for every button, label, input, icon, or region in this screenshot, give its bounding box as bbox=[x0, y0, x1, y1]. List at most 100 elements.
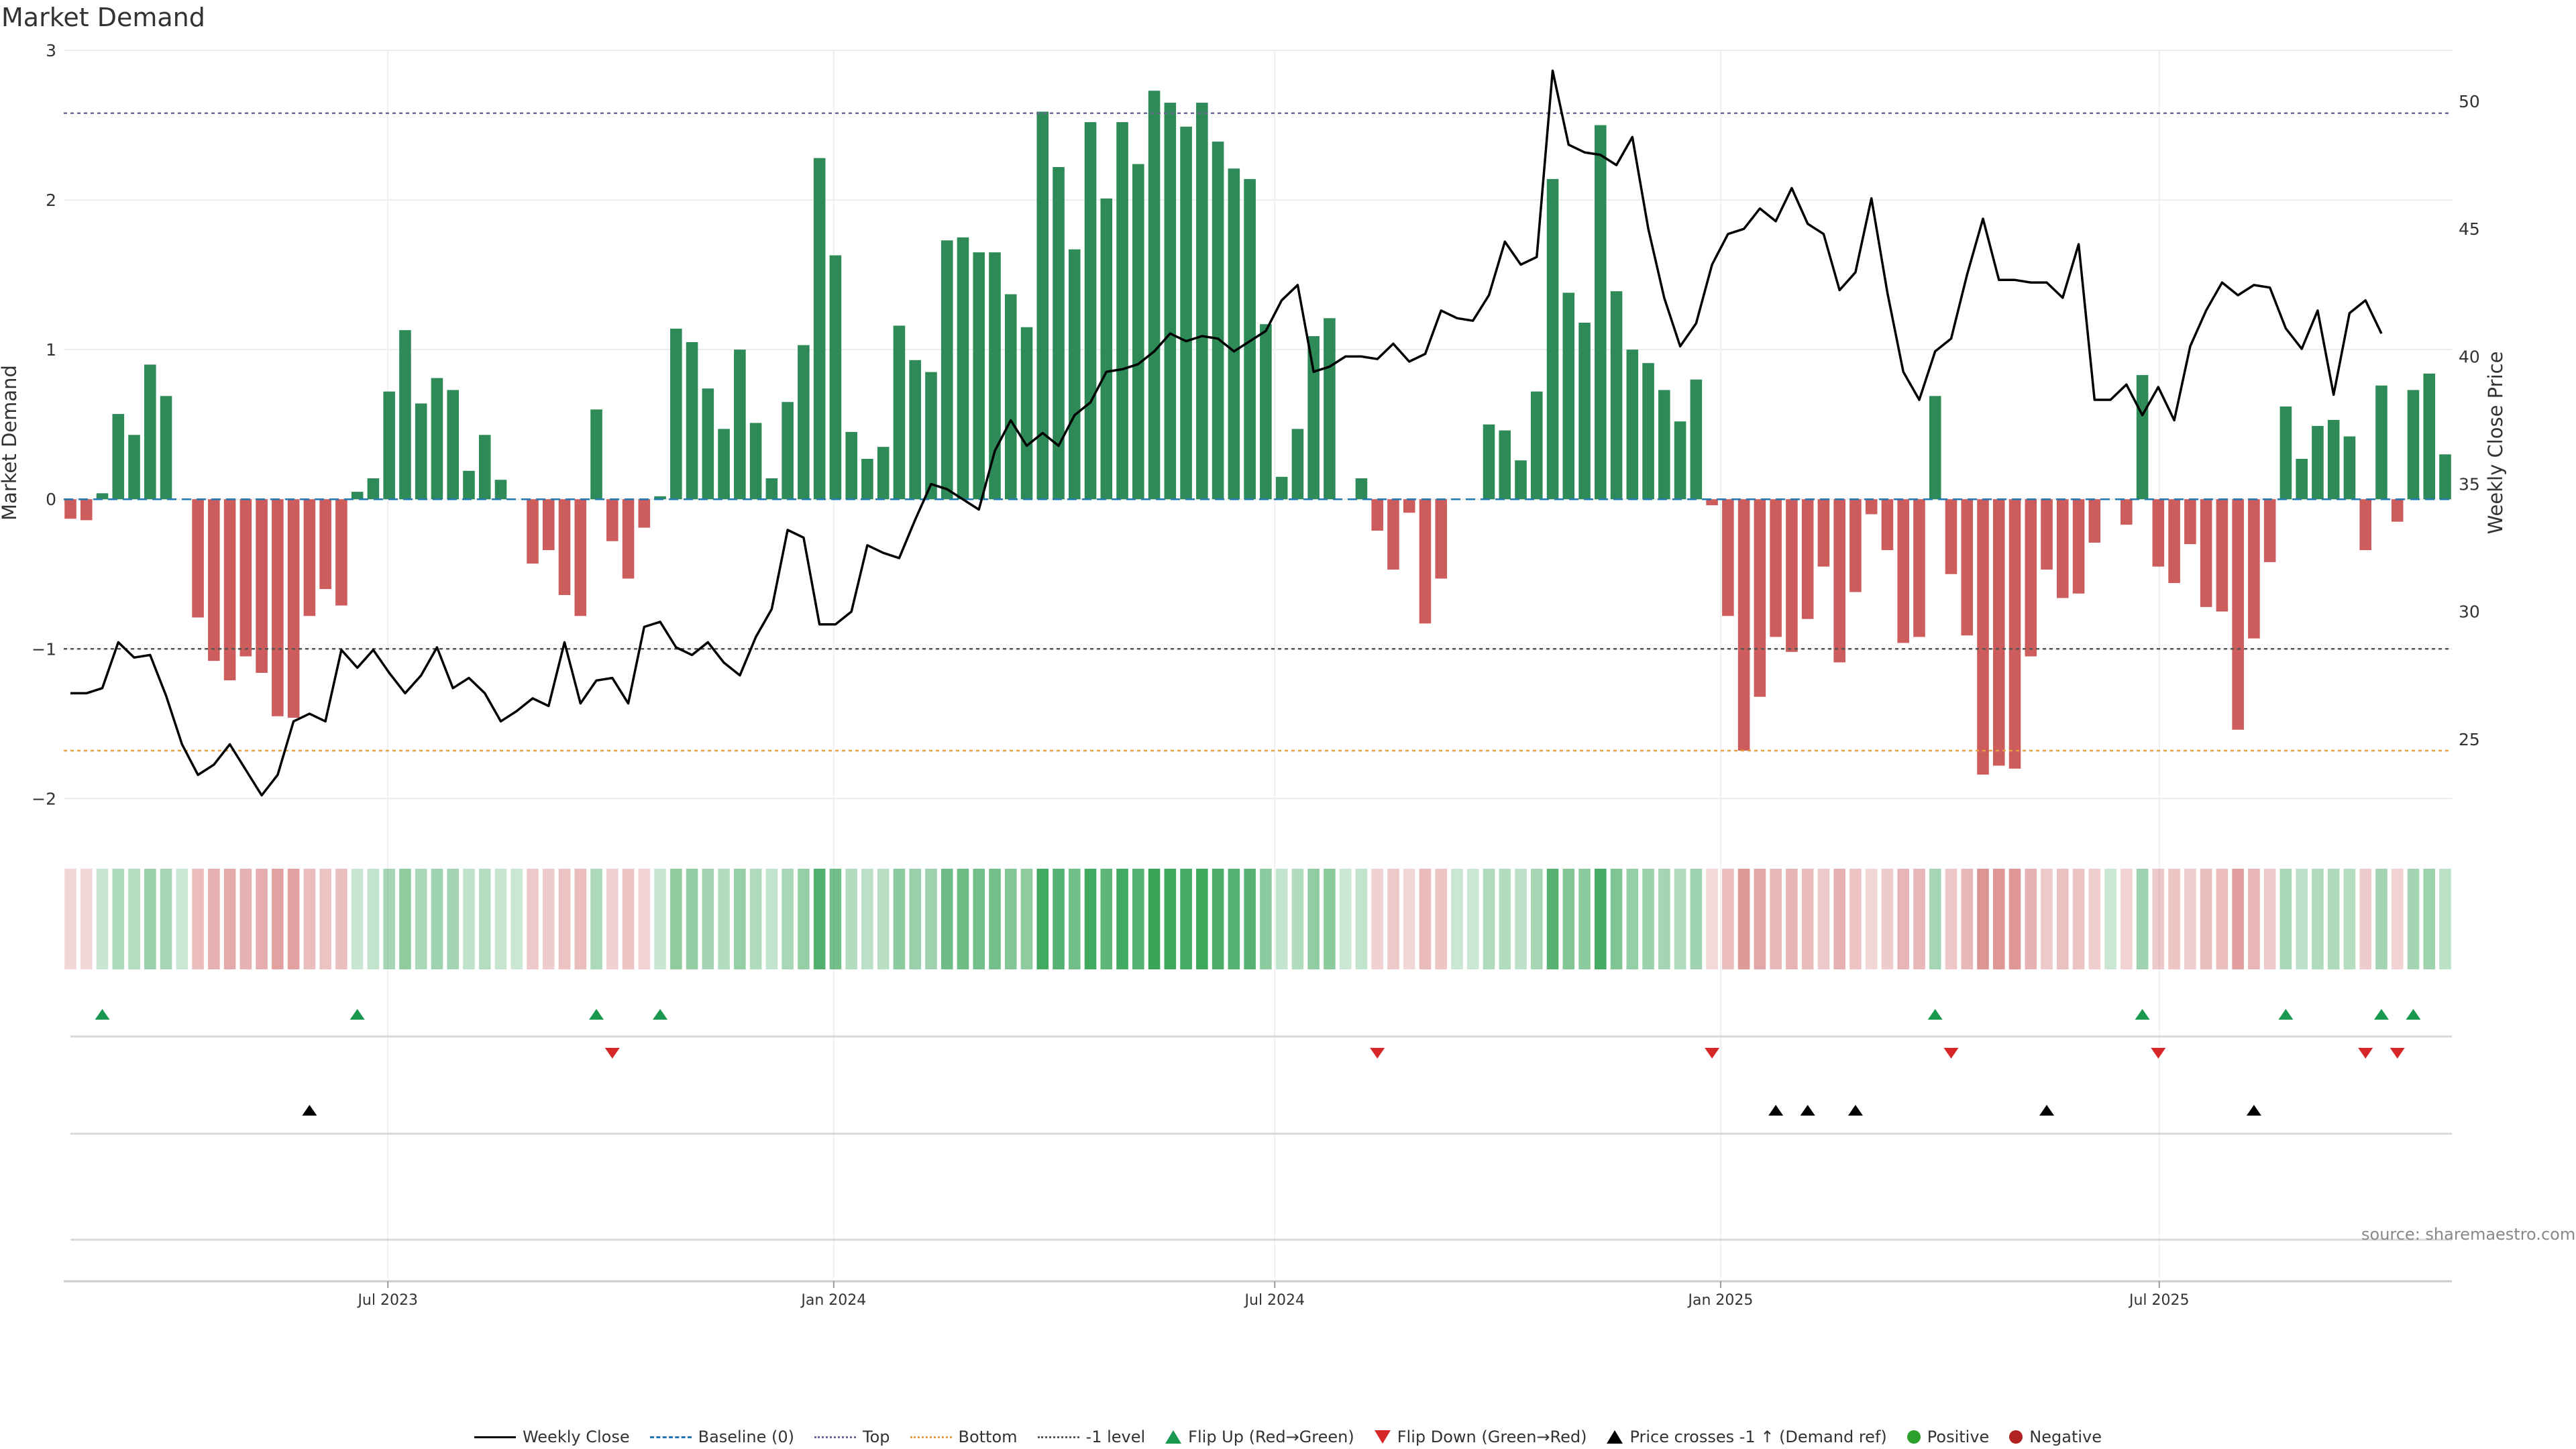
heat-cell bbox=[1451, 869, 1463, 969]
y-tick-label: 3 bbox=[46, 41, 56, 60]
heat-cell bbox=[1228, 869, 1240, 969]
demand-bar bbox=[144, 364, 156, 500]
demand-bar bbox=[1865, 499, 1878, 515]
y2-tick-label: 40 bbox=[2459, 347, 2480, 366]
demand-bar bbox=[1515, 460, 1527, 500]
legend-swatch bbox=[1607, 1430, 1623, 1444]
legend-swatch bbox=[1037, 1436, 1079, 1438]
demand-bar bbox=[877, 447, 890, 500]
demand-bar bbox=[1180, 126, 1192, 500]
heat-cell bbox=[319, 869, 331, 969]
y-axis-label: Market Demand bbox=[0, 365, 21, 521]
flip-down-marker bbox=[2358, 1048, 2373, 1059]
heat-cell bbox=[1020, 869, 1033, 969]
flip-up-marker bbox=[95, 1009, 110, 1020]
legend-swatch bbox=[649, 1436, 692, 1438]
demand-bar bbox=[1786, 499, 1798, 652]
heat-cell bbox=[590, 869, 602, 969]
heat-cell bbox=[574, 869, 587, 969]
heat-cell bbox=[2121, 869, 2133, 969]
heat-cell bbox=[2407, 869, 2420, 969]
heat-cell bbox=[1913, 869, 1925, 969]
legend-label: Weekly Close bbox=[522, 1428, 630, 1446]
demand-bar bbox=[1355, 478, 1368, 500]
demand-bar bbox=[415, 403, 427, 500]
flip-up-marker bbox=[2278, 1009, 2294, 1020]
demand-bar bbox=[2391, 499, 2404, 522]
price-cross-marker bbox=[1800, 1105, 1815, 1116]
demand-bar bbox=[1164, 103, 1177, 500]
flip-up-marker bbox=[1927, 1009, 1943, 1020]
demand-bar bbox=[1977, 499, 1989, 775]
demand-bar bbox=[893, 325, 906, 500]
demand-bar bbox=[2168, 499, 2180, 584]
x-tick-label: Jan 2025 bbox=[1686, 1292, 1753, 1309]
legend-item: Top bbox=[814, 1428, 890, 1446]
demand-bar bbox=[1068, 249, 1081, 500]
heat-cell bbox=[2343, 869, 2356, 969]
flip-down-marker bbox=[1705, 1048, 1720, 1059]
demand-bar bbox=[2025, 499, 2037, 657]
heat-cell bbox=[1865, 869, 1878, 969]
flip-up-marker bbox=[2373, 1009, 2389, 1020]
demand-bar bbox=[527, 499, 539, 564]
demand-bar bbox=[1307, 336, 1320, 500]
heat-cell bbox=[925, 869, 937, 969]
heat-cell bbox=[1610, 869, 1623, 969]
heat-cell bbox=[1722, 869, 1734, 969]
legend-label: Positive bbox=[1927, 1428, 1990, 1446]
heat-cell bbox=[2136, 869, 2149, 969]
demand-bar bbox=[734, 350, 746, 500]
heat-cell bbox=[1929, 869, 1941, 969]
demand-bar bbox=[2200, 499, 2212, 607]
demand-bar bbox=[2423, 373, 2436, 500]
heat-cell bbox=[1116, 869, 1128, 969]
demand-bar bbox=[1053, 167, 1065, 500]
price-cross-marker bbox=[1768, 1105, 1784, 1116]
heat-cell bbox=[1164, 869, 1177, 969]
heat-cell bbox=[1403, 869, 1415, 969]
heat-cell bbox=[1339, 869, 1352, 969]
heat-cell bbox=[2200, 869, 2212, 969]
flip-up-marker bbox=[2406, 1009, 2421, 1020]
heat-cell bbox=[176, 869, 189, 969]
demand-bar bbox=[2407, 390, 2420, 500]
demand-bar bbox=[1291, 429, 1304, 500]
heat-cell bbox=[2263, 869, 2276, 969]
demand-bar bbox=[1116, 122, 1128, 500]
heat-cell bbox=[431, 869, 443, 969]
y2-tick-label: 45 bbox=[2459, 219, 2480, 239]
demand-bar bbox=[1148, 91, 1161, 500]
heat-cell bbox=[1992, 869, 2005, 969]
demand-bar bbox=[1817, 499, 1830, 567]
heat-cell bbox=[2279, 869, 2292, 969]
demand-bar bbox=[383, 391, 395, 500]
heat-cell bbox=[2025, 869, 2037, 969]
demand-bar bbox=[1132, 164, 1144, 500]
demand-bar bbox=[2008, 499, 2021, 769]
demand-bar bbox=[1212, 142, 1224, 500]
demand-bar bbox=[2152, 499, 2165, 567]
demand-heat-strip bbox=[64, 869, 2451, 969]
heat-cell bbox=[2088, 869, 2101, 969]
heat-cell bbox=[478, 869, 491, 969]
demand-bar bbox=[2057, 499, 2069, 598]
demand-bar bbox=[1929, 396, 1941, 500]
heat-cell bbox=[2216, 869, 2229, 969]
demand-bar bbox=[1324, 318, 1336, 500]
demand-bar bbox=[1483, 424, 1495, 500]
demand-bar bbox=[1801, 499, 1814, 619]
demand-bar bbox=[2184, 499, 2196, 545]
heat-cell bbox=[782, 869, 794, 969]
demand-bar bbox=[558, 499, 571, 595]
axes: −2 −1 0 1 2 3 25 30 35 40 45 50 Jul 2023 Jan 2024 Jul … bbox=[32, 41, 2480, 1309]
demand-bar bbox=[2072, 499, 2085, 594]
price-series bbox=[70, 69, 2383, 797]
demand-bar bbox=[1084, 122, 1097, 500]
demand-bar bbox=[1897, 499, 1910, 643]
y2-tick-label: 35 bbox=[2459, 475, 2480, 494]
legend-item: Baseline (0) bbox=[649, 1428, 794, 1446]
demand-bar bbox=[957, 237, 969, 500]
demand-bar bbox=[1913, 499, 1925, 637]
source-note: source: sharemaestro.com bbox=[2361, 1225, 2576, 1244]
